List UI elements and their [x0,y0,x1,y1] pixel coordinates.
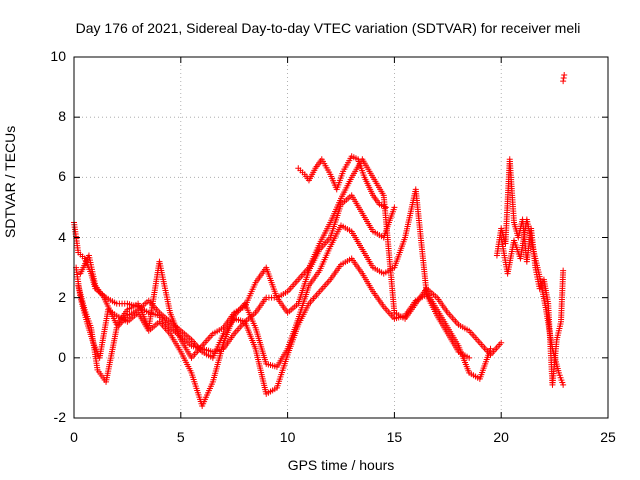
y-tick-label: 6 [58,168,66,185]
tick-marks [73,56,609,419]
x-tick-label: 0 [70,429,78,445]
y-tick-label: -2 [53,409,66,425]
data-point-track-a [498,339,505,346]
data-point-outlier [560,75,567,82]
x-axis-label: GPS time / hours [287,457,395,473]
x-tick-label: 15 [386,429,403,445]
data-point-track-e [382,204,389,211]
x-tick-label: 25 [600,429,616,445]
x-tick-label: 20 [493,429,509,445]
y-tick-label: 10 [50,48,66,64]
data-point-track-f [560,267,567,274]
data-points [71,72,568,409]
x-tick-label: 5 [176,429,185,445]
data-point-outlier [560,78,567,85]
chart-title: Day 176 of 2021, Sidereal Day-to-day VTE… [75,20,581,36]
data-point-outlier [561,72,568,79]
grid-lines [74,57,608,418]
y-tick-label: 2 [58,288,66,305]
data-point-track-c [466,354,473,361]
data-point-track-b [487,345,494,352]
y-tick-label: 8 [58,108,66,125]
x-tick-label: 10 [279,429,296,445]
data-point-track-d [391,204,398,211]
y-tick-label: 0 [58,348,66,365]
data-point-track-g [560,381,567,388]
y-tick-label: 4 [58,228,66,245]
